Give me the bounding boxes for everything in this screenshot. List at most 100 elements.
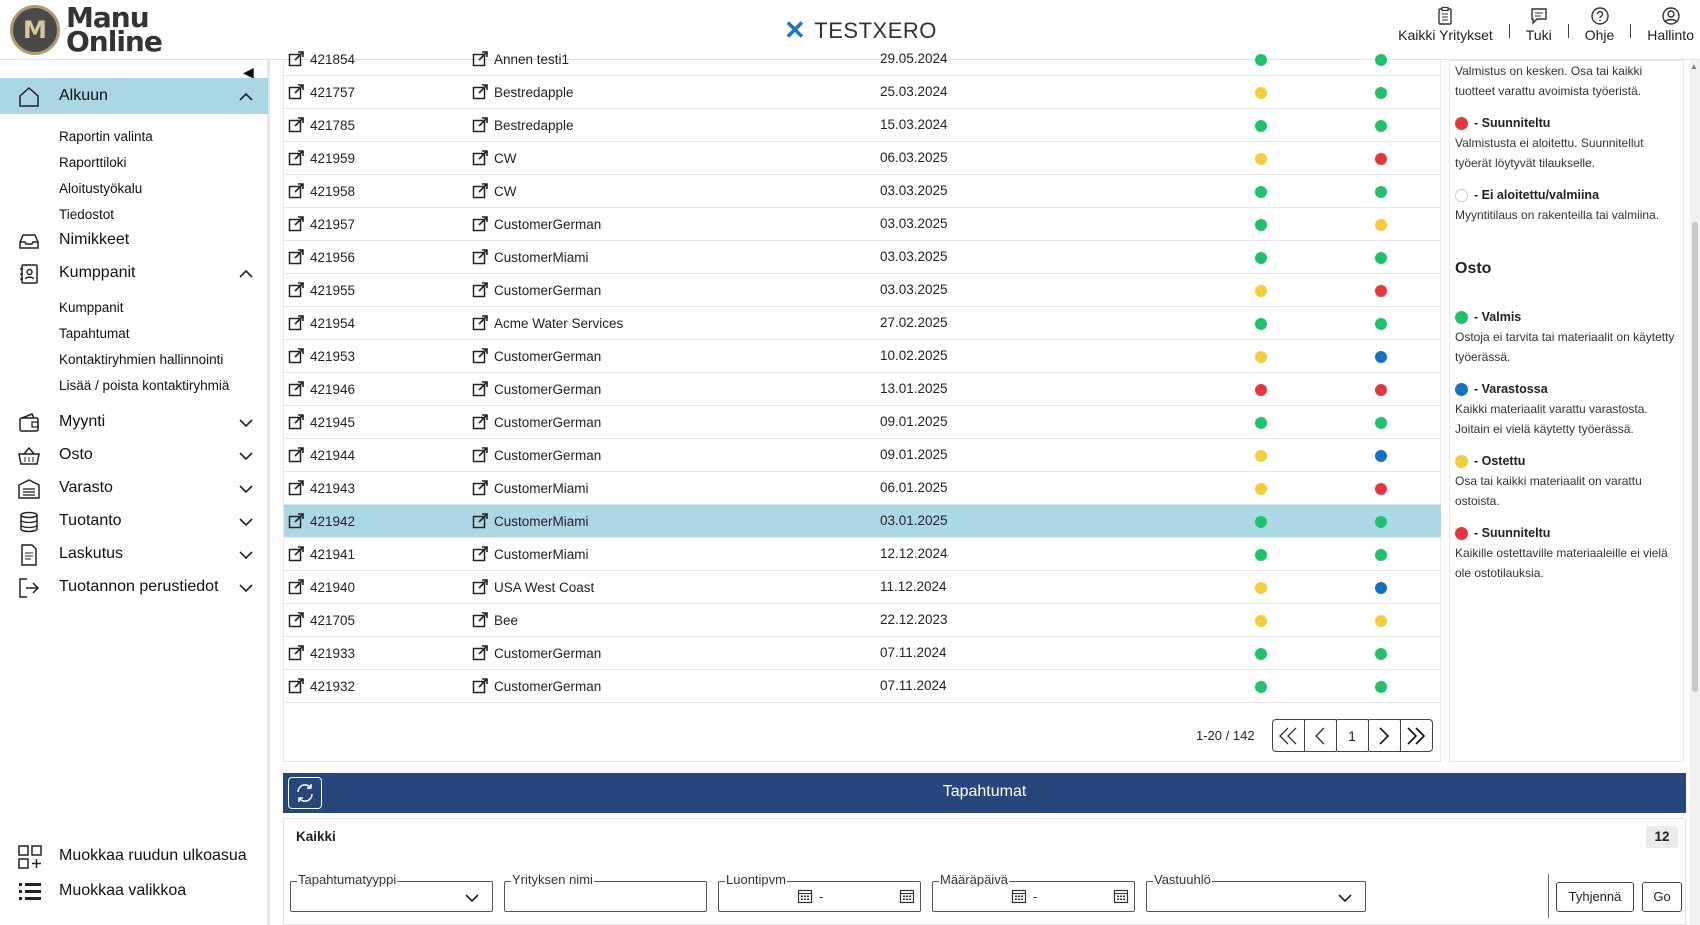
next-page-button[interactable] (1367, 719, 1401, 752)
external-link-icon[interactable] (472, 513, 488, 529)
chevron-down-icon[interactable] (238, 547, 254, 563)
calendar-icon[interactable] (1113, 888, 1129, 904)
customer-cell[interactable]: CustomerGerman (472, 678, 601, 694)
customer-cell[interactable]: Acme Water Services (472, 315, 623, 331)
order-id-cell[interactable]: 421854 (288, 51, 355, 67)
nav-admin[interactable]: Hallinto (1641, 6, 1700, 43)
order-id-cell[interactable]: 421933 (288, 645, 355, 661)
customer-cell[interactable]: CustomerMiami (472, 249, 589, 265)
table-row[interactable]: 421946 CustomerGerman 13.01.2025 (284, 373, 1441, 406)
order-id-cell[interactable]: 421940 (288, 579, 355, 595)
order-id-cell[interactable]: 421757 (288, 84, 355, 100)
external-link-icon[interactable] (472, 216, 488, 232)
table-row[interactable]: 421959 CW 06.03.2025 (284, 142, 1441, 175)
external-link-icon[interactable] (288, 183, 304, 199)
sidebar-sub-partners[interactable]: Kumppanit (59, 300, 124, 315)
customer-cell[interactable]: CustomerMiami (472, 480, 589, 496)
event-type-select[interactable]: Tapahtumatyyppi (290, 872, 493, 912)
chevron-down-icon[interactable] (238, 580, 254, 596)
customer-cell[interactable]: CustomerGerman (472, 282, 601, 298)
refresh-button[interactable] (288, 777, 322, 809)
order-id-cell[interactable]: 421943 (288, 480, 355, 496)
customer-cell[interactable]: Bee (472, 612, 518, 628)
external-link-icon[interactable] (472, 447, 488, 463)
table-row[interactable]: 421932 CustomerGerman 07.11.2024 (284, 670, 1441, 703)
chevron-down-icon[interactable] (238, 481, 254, 497)
table-row[interactable]: 421954 Acme Water Services 27.02.2025 (284, 307, 1441, 340)
sidebar-item-nimikkeet[interactable]: Nimikkeet (0, 222, 268, 258)
external-link-icon[interactable] (288, 381, 304, 397)
external-link-icon[interactable] (288, 678, 304, 694)
clear-button[interactable]: Tyhjennä (1556, 882, 1634, 912)
table-row[interactable]: 421785 Bestredapple 15.03.2024 (284, 109, 1441, 142)
current-page[interactable]: 1 (1335, 719, 1369, 752)
external-link-icon[interactable] (288, 282, 304, 298)
order-id-cell[interactable]: 421932 (288, 678, 355, 694)
customer-cell[interactable]: Bestredapple (472, 117, 574, 133)
manu-online-logo[interactable]: M Manu Online (10, 4, 163, 56)
external-link-icon[interactable] (472, 84, 488, 100)
customer-cell[interactable]: CustomerMiami (472, 513, 589, 529)
sidebar-item-kumppanit[interactable]: Kumppanit (0, 255, 268, 291)
prev-page-button[interactable] (1303, 719, 1337, 752)
order-id-cell[interactable]: 421944 (288, 447, 355, 463)
external-link-icon[interactable] (472, 480, 488, 496)
table-row[interactable]: 421705 Bee 22.12.2023 (284, 604, 1441, 637)
table-row[interactable]: 421957 CustomerGerman 03.03.2025 (284, 208, 1441, 241)
table-row[interactable]: 421941 CustomerMiami 12.12.2024 (284, 538, 1441, 571)
order-id-cell[interactable]: 421945 (288, 414, 355, 430)
order-id-cell[interactable]: 421955 (288, 282, 355, 298)
external-link-icon[interactable] (288, 480, 304, 496)
customer-cell[interactable]: CustomerGerman (472, 381, 601, 397)
order-id-cell[interactable]: 421942 (288, 513, 355, 529)
table-row[interactable]: 421958 CW 03.03.2025 (284, 175, 1441, 208)
sidebar-sub-report-select[interactable]: Raportin valinta (59, 129, 153, 144)
table-row[interactable]: 421933 CustomerGerman 07.11.2024 (284, 637, 1441, 670)
sidebar-sub-files[interactable]: Tiedostot (59, 207, 115, 222)
sidebar-sub-add-remove-groups[interactable]: Lisää / poista kontaktiryhmiä (59, 378, 230, 393)
edit-layout-button[interactable]: Muokkaa ruudun ulkoasua (0, 841, 268, 871)
owner-select[interactable]: Vastuuhlö (1146, 872, 1366, 912)
external-link-icon[interactable] (288, 348, 304, 364)
external-link-icon[interactable] (288, 513, 304, 529)
sidebar-sub-report-log[interactable]: Raporttiloki (59, 155, 127, 170)
sidebar-item-alkuun[interactable]: Alkuun (0, 78, 268, 114)
external-link-icon[interactable] (288, 315, 304, 331)
customer-cell[interactable]: USA West Coast (472, 579, 594, 595)
external-link-icon[interactable] (288, 612, 304, 628)
calendar-icon[interactable] (797, 888, 813, 904)
external-link-icon[interactable] (472, 183, 488, 199)
created-date-range[interactable]: Luontipvm - (718, 872, 921, 912)
external-link-icon[interactable] (288, 414, 304, 430)
table-row[interactable]: 421943 CustomerMiami 06.01.2025 (284, 472, 1441, 505)
nav-support[interactable]: Tuki (1520, 6, 1558, 43)
external-link-icon[interactable] (472, 117, 488, 133)
go-button[interactable]: Go (1642, 882, 1682, 912)
chevron-up-icon[interactable] (238, 89, 254, 105)
scroll-up-icon[interactable]: ▲ (1690, 62, 1698, 71)
table-row[interactable]: 421953 CustomerGerman 10.02.2025 (284, 340, 1441, 373)
customer-cell[interactable]: CustomerGerman (472, 414, 601, 430)
sidebar-item-myynti[interactable]: Myynti (0, 404, 268, 440)
external-link-icon[interactable] (472, 315, 488, 331)
sidebar-sub-contact-groups[interactable]: Kontaktiryhmien hallinnointi (59, 352, 224, 367)
collapse-sidebar-icon[interactable]: ◀ (243, 64, 254, 80)
external-link-icon[interactable] (288, 645, 304, 661)
external-link-icon[interactable] (288, 84, 304, 100)
sidebar-item-laskutus[interactable]: Laskutus (0, 536, 268, 572)
external-link-icon[interactable] (472, 51, 488, 67)
sidebar-item-tuotanto[interactable]: Tuotanto (0, 503, 268, 539)
page-scrollbar[interactable]: ▲ (1690, 60, 1700, 925)
sidebar-sub-start-tool[interactable]: Aloitustyökalu (59, 181, 143, 196)
table-row[interactable]: 421942 CustomerMiami 03.01.2025 (284, 505, 1441, 538)
table-row[interactable]: 421757 Bestredapple 25.03.2024 (284, 76, 1441, 109)
customer-cell[interactable]: Annen testi1 (472, 51, 569, 67)
table-row[interactable]: 421854 Annen testi1 29.05.2024 (284, 43, 1441, 76)
table-row[interactable]: 421955 CustomerGerman 03.03.2025 (284, 274, 1441, 307)
order-id-cell[interactable]: 421946 (288, 381, 355, 397)
chevron-down-icon[interactable] (238, 514, 254, 530)
table-row[interactable]: 421956 CustomerMiami 03.03.2025 (284, 241, 1441, 274)
external-link-icon[interactable] (472, 150, 488, 166)
external-link-icon[interactable] (472, 678, 488, 694)
external-link-icon[interactable] (472, 249, 488, 265)
